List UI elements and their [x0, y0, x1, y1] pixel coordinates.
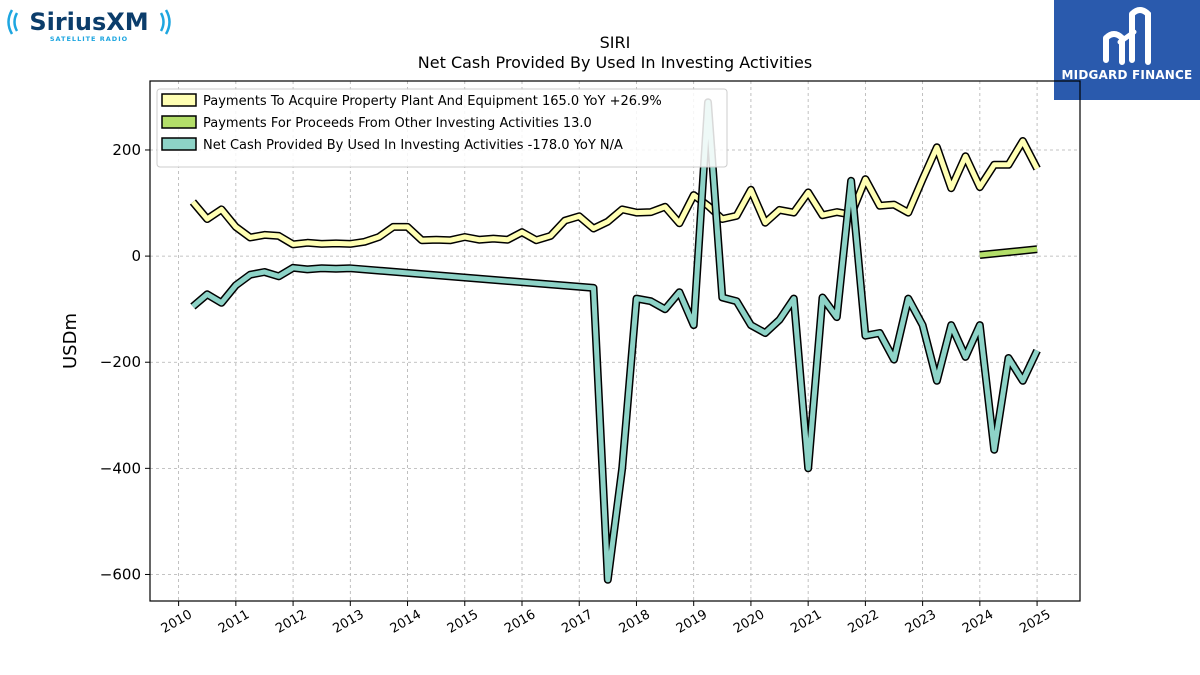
x-tick-label: 2016: [502, 607, 538, 637]
x-tick-label: 2013: [330, 607, 366, 637]
series-1-line: [979, 246, 1038, 258]
x-tick-label: 2025: [1017, 607, 1053, 637]
legend-label: Net Cash Provided By Used In Investing A…: [203, 138, 623, 153]
siriusxm-logo-name: SiriusXM: [29, 8, 148, 36]
legend-box: [156, 88, 728, 168]
x-tick-label: 2023: [903, 607, 939, 637]
midgard-mark-icon: [1103, 7, 1151, 65]
x-tick-label: 2021: [788, 607, 824, 637]
x-tick-label: 2020: [731, 607, 767, 637]
x-tick-label: 2012: [273, 607, 309, 637]
legend: Payments To Acquire Property Plant And E…: [156, 88, 728, 168]
y-tick-label: 0: [131, 247, 141, 265]
plot-frame: [149, 80, 1081, 602]
legend-swatch: [161, 137, 197, 151]
series-0-line: [190, 138, 1040, 247]
y-axis-label: USDm: [60, 313, 81, 369]
series-layer: [189, 98, 1041, 584]
x-tick-label: 2024: [960, 607, 996, 637]
x-tick-label: 2017: [559, 607, 595, 637]
x-tick-label: 2015: [445, 607, 481, 637]
legend-swatch: [161, 93, 197, 107]
siriusxm-logo: SiriusXM SATELLITE RADIO: [4, 4, 184, 44]
legend-label: Payments For Proceeds From Other Investi…: [203, 116, 592, 131]
x-tick-label: 2011: [216, 607, 252, 637]
chart-subtitle: Net Cash Provided By Used In Investing A…: [418, 53, 812, 72]
legend-label: Payments To Acquire Property Plant And E…: [203, 94, 662, 109]
siriusxm-logo-tagline: SATELLITE RADIO: [50, 35, 128, 43]
midgard-finance-name: MIDGARD FINANCE: [1061, 68, 1193, 82]
x-axis: 2010 2011 2012 2013 2014 2015 2016 2017 2018 2019…: [159, 601, 1053, 637]
x-tick-label: 2022: [846, 607, 882, 637]
siriusxm-logo-graphic: SiriusXM SATELLITE RADIO: [7, 8, 171, 43]
y-axis: −600 −400 −200 0 200: [100, 141, 150, 583]
y-tick-label: −200: [100, 353, 141, 371]
x-tick-label: 2019: [674, 607, 710, 637]
x-tick-label: 2010: [159, 607, 195, 637]
y-tick-label: −600: [100, 565, 141, 583]
series-2-line: [191, 99, 1040, 583]
chart-title: SIRI: [600, 33, 631, 52]
x-tick-label: 2018: [617, 607, 653, 637]
midgard-finance-logo: MIDGARD FINANCE: [1054, 0, 1200, 100]
y-tick-label: −400: [100, 459, 141, 477]
x-tick-label: 2014: [388, 607, 424, 637]
legend-swatch: [161, 115, 197, 129]
y-tick-label: 200: [112, 141, 141, 159]
